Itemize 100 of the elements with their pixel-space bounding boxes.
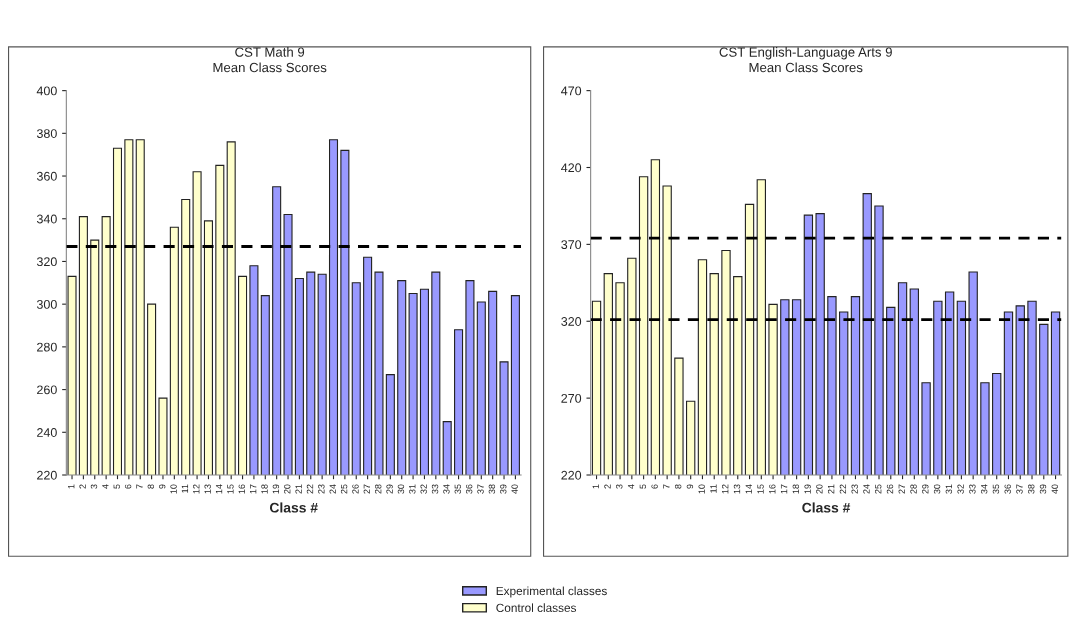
y-tick-label: 320: [561, 317, 582, 326]
y-tick-label: 300: [36, 299, 57, 309]
x-tick-label: 11: [181, 484, 189, 493]
x-tick-label: 17: [250, 484, 257, 494]
x-tick-label: 29: [922, 484, 929, 494]
x-tick-label: 27: [898, 484, 905, 494]
x-tick-label: 25: [340, 484, 348, 494]
x-tick-label: 32: [957, 484, 964, 494]
x-tick-label: 16: [769, 484, 776, 494]
y-tick-label: 220: [37, 470, 57, 480]
x-tick-label: 15: [227, 484, 234, 494]
x-tick-label: 11: [710, 484, 717, 493]
x-tick-label: 21: [295, 484, 302, 494]
x-tick-label: 6: [124, 484, 132, 489]
x-tick-label: 18: [261, 484, 268, 494]
x-tick-label: 36: [465, 484, 473, 494]
x-tick-label: 13: [204, 484, 211, 494]
x-tick-label: 22: [306, 484, 314, 494]
chart-subtitle: Mean Class Scores: [213, 62, 327, 73]
x-tick-label: 13: [733, 484, 741, 494]
x-tick-label: 19: [272, 484, 280, 494]
x-tick-label: 16: [238, 484, 245, 494]
x-tick-label: 22: [839, 484, 847, 494]
x-tick-label: 23: [318, 484, 325, 494]
x-tick-label: 34: [980, 484, 988, 494]
x-tick-label: 17: [780, 484, 788, 494]
x-tick-label: 5: [113, 484, 120, 489]
x-tick-label: 20: [284, 484, 291, 494]
x-tick-label: 2: [604, 484, 611, 489]
x-tick-label: 7: [663, 484, 670, 489]
x-tick-label: 35: [454, 484, 461, 494]
chart-title: CST English-Language Arts 9: [719, 47, 892, 60]
y-tick-label: 240: [37, 428, 57, 437]
x-tick-label: 3: [90, 484, 98, 489]
x-tick-label: 31: [409, 484, 416, 494]
x-tick-label: 29: [386, 484, 393, 494]
legend-label: Experimental classes: [496, 586, 607, 598]
x-tick-label: 35: [992, 484, 1000, 494]
x-tick-label: 5: [639, 484, 647, 489]
x-tick-label: 28: [910, 484, 917, 494]
x-tick-label: 4: [102, 484, 109, 489]
x-tick-label: 15: [757, 484, 764, 494]
x-tick-label: 1: [592, 484, 599, 489]
y-tick-label: 470: [561, 86, 582, 96]
x-tick-label: 23: [851, 484, 858, 494]
x-tick-label: 25: [875, 484, 882, 494]
x-tick-label: 1: [68, 484, 75, 489]
x-tick-label: 14: [745, 484, 752, 494]
y-tick-label: 260: [37, 385, 57, 395]
x-tick-label: 38: [488, 484, 496, 494]
x-tick-label: 37: [477, 484, 484, 494]
x-tick-label: 12: [193, 484, 200, 494]
x-tick-label: 2: [79, 484, 86, 489]
legend-label: Control classes: [496, 603, 577, 613]
x-tick-label: 20: [816, 484, 823, 494]
x-tick-label: 9: [686, 484, 694, 489]
x-tick-label: 30: [933, 484, 941, 494]
y-tick-label: 370: [561, 240, 582, 250]
x-tick-label: 21: [827, 484, 835, 494]
x-tick-label: 26: [352, 484, 359, 494]
x-tick-label: 26: [886, 484, 894, 494]
x-tick-label: 6: [651, 484, 658, 489]
x-tick-label: 40: [511, 484, 518, 494]
x-tick-label: 8: [674, 484, 682, 489]
x-tick-label: 4: [627, 484, 635, 489]
x-tick-label: 30: [397, 484, 405, 494]
x-tick-label: 18: [792, 484, 800, 494]
y-tick-label: 270: [561, 393, 582, 403]
x-tick-label: 37: [1016, 484, 1023, 494]
x-axis-title: Class #: [269, 502, 318, 513]
x-axis-title: Class #: [802, 502, 851, 513]
x-tick-label: 12: [722, 484, 729, 494]
x-tick-label: 34: [443, 484, 450, 494]
x-tick-label: 31: [945, 484, 953, 494]
x-tick-label: 19: [804, 484, 811, 494]
x-tick-label: 38: [1028, 484, 1035, 494]
x-tick-label: 10: [170, 484, 177, 494]
y-tick-label: 320: [36, 257, 57, 267]
y-tick-label: 420: [561, 163, 582, 173]
x-tick-label: 3: [616, 484, 623, 489]
x-tick-label: 27: [363, 484, 370, 494]
x-tick-label: 10: [698, 484, 705, 494]
x-tick-label: 7: [136, 484, 143, 489]
x-tick-label: 24: [863, 484, 870, 494]
x-tick-label: 8: [147, 484, 155, 489]
x-tick-label: 36: [1004, 484, 1011, 494]
x-tick-label: 33: [431, 484, 439, 494]
x-tick-label: 28: [375, 484, 382, 494]
x-tick-label: 39: [1039, 484, 1047, 494]
y-tick-label: 380: [36, 129, 57, 138]
y-tick-label: 340: [36, 214, 57, 224]
x-tick-label: 32: [420, 484, 427, 494]
chart-subtitle: Mean Class Scores: [749, 62, 863, 73]
x-tick-label: 9: [159, 484, 166, 489]
y-tick-label: 220: [561, 470, 582, 480]
x-tick-label: 39: [500, 484, 507, 494]
y-tick-label: 280: [37, 342, 57, 352]
x-tick-label: 33: [969, 484, 976, 494]
chart-title: CST Math 9: [235, 47, 305, 57]
x-tick-label: 14: [215, 484, 223, 494]
